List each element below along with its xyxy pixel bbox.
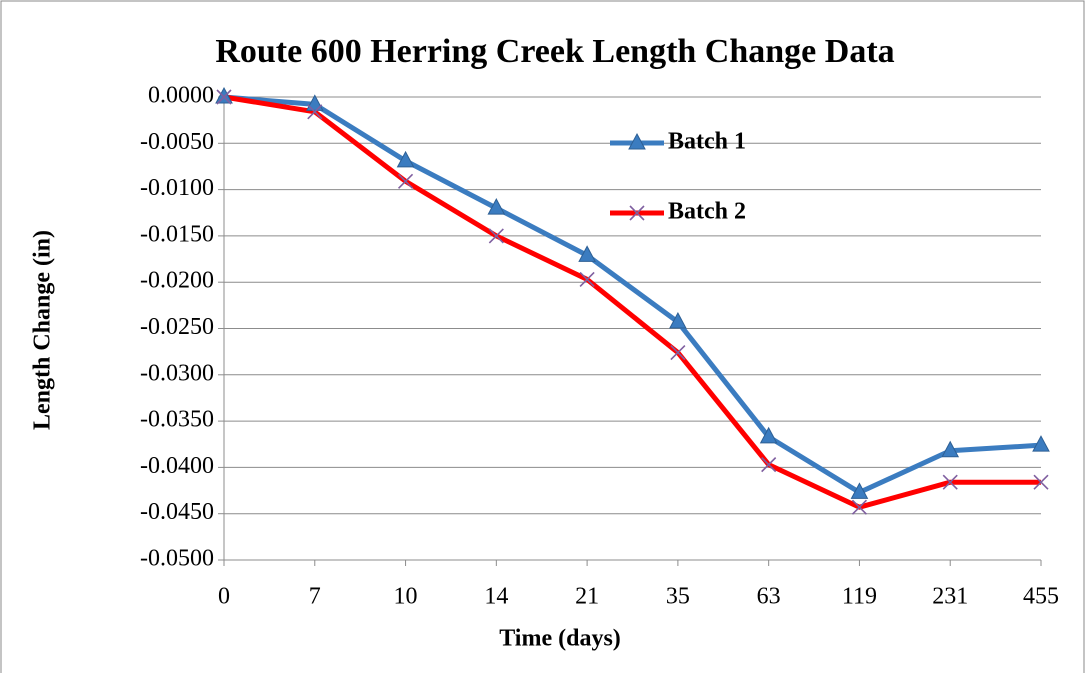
- y-tick-label: -0.0050: [140, 129, 214, 155]
- legend-label: Batch 2: [668, 199, 746, 225]
- x-tick-label: 14: [484, 584, 508, 610]
- y-tick-label: -0.0450: [140, 499, 214, 525]
- x-tick-label: 35: [666, 584, 690, 610]
- legend-label: Batch 1: [668, 129, 746, 155]
- marker: [488, 228, 504, 244]
- x-tick-label: 455: [1023, 584, 1059, 610]
- marker: [850, 482, 869, 499]
- marker: [1032, 435, 1050, 452]
- x-tick-label: 231: [932, 584, 968, 610]
- marker: [1033, 474, 1049, 490]
- marker: [851, 499, 868, 515]
- series-line: [223, 94, 1042, 495]
- x-tick-label: 7: [309, 584, 321, 610]
- y-tick-label: -0.0200: [140, 268, 214, 294]
- legend-marker: [628, 132, 646, 150]
- marker: [941, 440, 960, 458]
- y-tick-label: -0.0150: [140, 221, 214, 247]
- marker: [578, 245, 596, 262]
- marker: [759, 426, 778, 444]
- marker: [307, 104, 323, 120]
- series-line: [223, 94, 1041, 510]
- marker: [215, 86, 233, 104]
- legend-marker: [629, 205, 645, 221]
- marker: [669, 311, 687, 329]
- marker: [579, 271, 595, 287]
- x-tick-label: 119: [842, 584, 877, 610]
- marker: [670, 345, 686, 361]
- y-tick-label: -0.0500: [140, 546, 214, 572]
- y-axis-label: Length Change (in): [30, 230, 56, 430]
- marker: [216, 89, 232, 105]
- marker: [397, 173, 414, 189]
- x-axis-label: Time (days): [499, 626, 621, 652]
- x-tick-label: 0: [218, 584, 230, 610]
- x-tick-label: 63: [757, 584, 781, 610]
- y-tick-label: -0.0350: [140, 407, 214, 433]
- x-tick-label: 10: [394, 584, 418, 610]
- marker: [761, 457, 777, 473]
- marker: [396, 150, 415, 168]
- y-tick-label: 0.0000: [148, 83, 214, 109]
- y-tick-label: -0.0250: [140, 314, 214, 340]
- y-tick-label: -0.0300: [140, 360, 214, 386]
- marker: [942, 474, 958, 490]
- x-tick-label: 21: [575, 584, 599, 610]
- chart-title: Route 600 Herring Creek Length Change Da…: [215, 33, 894, 70]
- marker: [487, 198, 506, 215]
- y-tick-label: -0.0100: [140, 175, 214, 201]
- y-tick-label: -0.0400: [140, 453, 214, 479]
- marker: [305, 94, 324, 111]
